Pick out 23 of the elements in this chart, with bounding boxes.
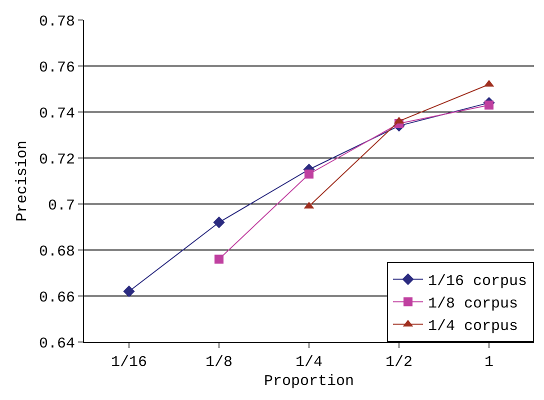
legend-label: 1/8 corpus <box>428 296 518 313</box>
y-tick-label: 0.68 <box>38 243 75 260</box>
point <box>484 100 494 110</box>
x-tick-label: 1/2 <box>385 354 413 371</box>
x-tick-label: 1/8 <box>205 354 233 371</box>
y-axis-title: Precision <box>14 140 32 222</box>
y-tick-label: 0.74 <box>38 105 75 122</box>
y-tick-label: 0.64 <box>38 335 75 352</box>
y-tick-label: 0.7 <box>48 197 75 214</box>
legend-label: 1/4 corpus <box>428 318 518 336</box>
y-tick-label: 0.76 <box>38 59 75 76</box>
x-axis-title: Proportion <box>264 373 354 390</box>
y-tick-label: 0.72 <box>38 151 75 168</box>
point <box>304 170 314 179</box>
point <box>214 254 224 264</box>
point <box>123 286 135 298</box>
point <box>213 216 225 228</box>
x-tick-label: 1/16 <box>110 354 148 371</box>
x-tick-label: 1/4 <box>295 354 323 371</box>
y-tick-label: 0.78 <box>38 13 75 30</box>
y-tick-label: 0.66 <box>38 289 75 306</box>
x-tick-label: 1 <box>484 354 494 371</box>
legend-label: 1/16 corpus <box>428 273 528 290</box>
